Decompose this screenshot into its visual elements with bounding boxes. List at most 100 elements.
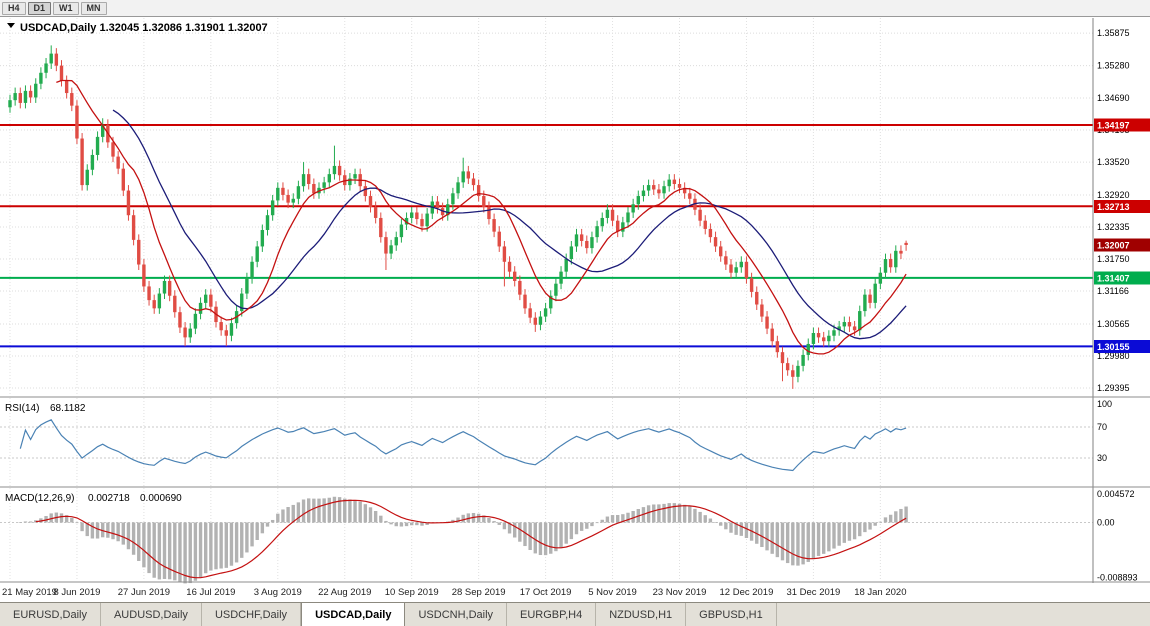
timeframe-toolbar: H4 D1 W1 MN [0, 0, 1150, 17]
macd-histogram-bar [682, 504, 687, 523]
macd-histogram-bar [688, 506, 692, 523]
chart-tab-audusd[interactable]: AUDUSD,Daily [101, 603, 202, 626]
macd-histogram-bar [590, 522, 594, 527]
candle [549, 295, 553, 309]
candle [394, 237, 398, 246]
candle [744, 261, 749, 279]
macd-histogram-bar [837, 522, 841, 546]
candle [255, 246, 259, 262]
candle [348, 178, 352, 186]
candle [34, 83, 38, 98]
macd-histogram-bar [719, 522, 723, 526]
candle [827, 335, 831, 342]
candle [229, 323, 234, 336]
timeframe-button-h4[interactable]: H4 [2, 1, 26, 15]
macd-histogram-bar [250, 522, 254, 547]
symbol-dropdown-arrow-icon[interactable] [7, 23, 15, 28]
macd-histogram-bar [595, 522, 599, 524]
macd-histogram-bar [415, 522, 419, 526]
macd-histogram-bar [796, 522, 800, 566]
candle [610, 209, 615, 221]
macd-histogram-bar [410, 522, 414, 526]
macd-histogram-bar [126, 522, 131, 550]
date-label: 18 Jan 2020 [854, 587, 906, 598]
chart-tab-eurgbp[interactable]: EURGBP,H4 [507, 603, 597, 626]
macd-histogram-bar [888, 514, 893, 523]
price-tick-label: 1.34690 [1097, 93, 1130, 103]
date-label: 17 Oct 2019 [520, 587, 572, 598]
macd-histogram-bar [193, 522, 198, 581]
candle [389, 245, 393, 254]
candle [291, 198, 295, 203]
price-tick-label: 1.31750 [1097, 254, 1130, 264]
macd-histogram-bar [59, 513, 64, 523]
candle [538, 316, 543, 325]
candle [564, 259, 568, 272]
macd-histogram-bar [487, 517, 491, 523]
chart-tab-gbpusd[interactable]: GBPUSD,H1 [686, 603, 777, 626]
chart-tab-usdcad[interactable]: USDCAD,Daily [301, 603, 406, 626]
price-tick-label: 1.35875 [1097, 28, 1130, 38]
candle [878, 272, 883, 284]
macd-histogram-bar [389, 522, 393, 525]
candle [18, 93, 22, 103]
macd-histogram-bar [822, 522, 826, 554]
macd-histogram-bar [209, 522, 213, 571]
chart-tab-eurusd[interactable]: EURUSD,Daily [0, 603, 101, 626]
macd-label: MACD(12,26,9) [5, 493, 74, 504]
macd-histogram-bar [394, 522, 398, 527]
candle [8, 100, 12, 108]
chart-tab-usdchf[interactable]: USDCHF,Daily [202, 603, 302, 626]
candle [662, 186, 666, 194]
timeframe-button-d1[interactable]: D1 [27, 1, 52, 15]
macd-histogram-bar [373, 510, 378, 523]
macd-histogram-bar [662, 503, 666, 523]
chart-tab-nzdusd[interactable]: NZDUSD,H1 [596, 603, 687, 626]
macd-histogram-bar [348, 499, 352, 523]
macd-histogram-bar [816, 522, 821, 556]
candle [162, 280, 167, 294]
rsi-value: 68.1182 [50, 403, 86, 414]
macd-histogram-bar [204, 522, 208, 574]
macd-histogram-bar [173, 522, 177, 581]
candle [265, 215, 270, 231]
price-tick-label: 1.30565 [1097, 319, 1130, 329]
macd-histogram-bar [183, 522, 187, 584]
candle [286, 194, 290, 203]
macd-histogram-bar [868, 522, 872, 530]
macd-histogram-bar [703, 515, 707, 523]
candle [270, 200, 275, 216]
candle [307, 174, 311, 184]
candle [559, 271, 563, 284]
macd-histogram-bar [811, 522, 816, 559]
macd-histogram-bar [785, 522, 790, 564]
macd-histogram-bar [574, 522, 579, 535]
candle [698, 209, 702, 221]
timeframe-button-mn[interactable]: MN [80, 1, 107, 15]
chart-tab-usdcnh[interactable]: USDCNH,Daily [405, 603, 508, 626]
candle [446, 204, 450, 216]
macd-histogram-bar [657, 504, 661, 523]
macd-histogram-bar [852, 522, 857, 540]
candle [363, 186, 368, 197]
candle [173, 295, 177, 313]
timeframe-button-w1[interactable]: W1 [53, 1, 79, 15]
macd-histogram-bar [878, 521, 883, 523]
macd-histogram-bar [646, 505, 651, 523]
macd-histogram-bar [358, 501, 362, 523]
date-label: 3 Aug 2019 [254, 587, 302, 598]
candle [461, 171, 465, 183]
candle [682, 187, 687, 194]
macd-histogram-bar [713, 522, 718, 523]
candle [373, 207, 378, 218]
macd-histogram-bar [188, 522, 192, 584]
macd-histogram-bar [404, 522, 409, 527]
macd-axis-label: -0.008893 [1097, 573, 1138, 583]
candle [476, 185, 481, 197]
candle [832, 330, 836, 336]
macd-histogram-bar [265, 522, 270, 527]
candle [888, 259, 893, 268]
candle [337, 165, 342, 176]
macd-histogram-bar [894, 511, 898, 523]
